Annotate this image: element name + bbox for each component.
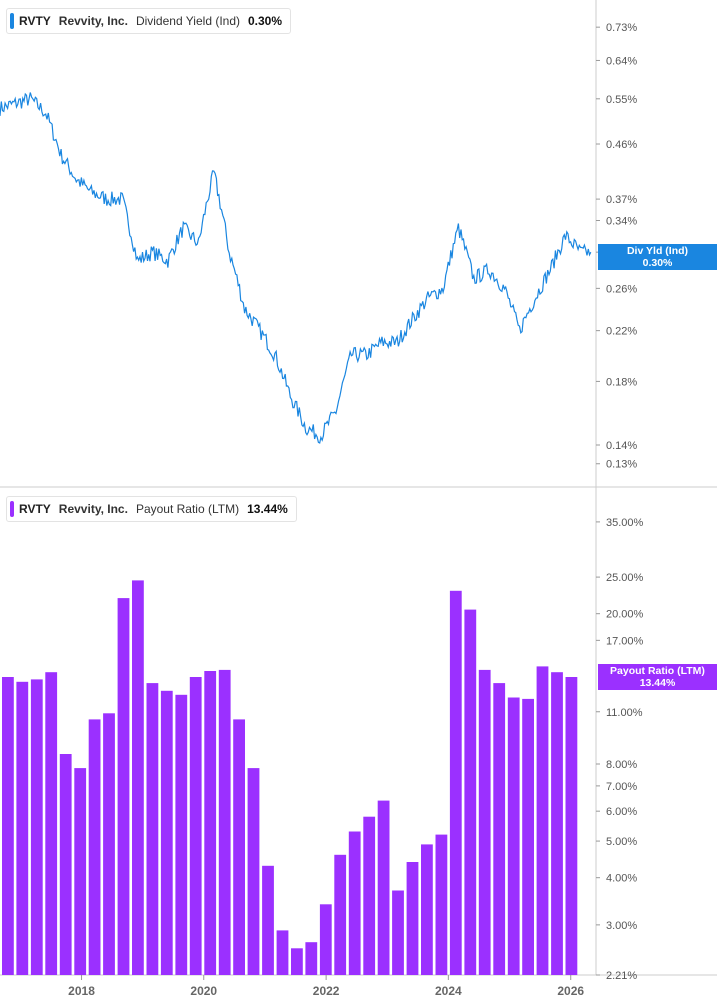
payout-bar bbox=[262, 865, 274, 975]
payout-bar bbox=[16, 681, 29, 975]
payout-bar bbox=[536, 666, 549, 975]
top-legend-value: 0.30% bbox=[248, 14, 283, 28]
yield-tick-label: 0.46% bbox=[606, 139, 637, 151]
payout-bar bbox=[175, 694, 188, 975]
yield-tick-label: 0.73% bbox=[606, 22, 637, 34]
bottom-legend-company: Revvity, Inc. bbox=[58, 502, 128, 516]
payout-bar bbox=[132, 580, 144, 975]
x-tick-label: 2026 bbox=[557, 984, 584, 998]
payout-bar bbox=[189, 677, 202, 975]
payout-bar bbox=[276, 930, 289, 975]
payout-bar bbox=[464, 609, 477, 975]
payout-tick-label: 5.00% bbox=[606, 836, 637, 848]
payout-bar bbox=[493, 683, 506, 975]
payout-bar bbox=[377, 800, 390, 975]
payout-tick-label: 3.00% bbox=[606, 920, 637, 932]
payout-tick-label: 17.00% bbox=[606, 635, 644, 647]
payout-tick-label: 25.00% bbox=[606, 572, 644, 584]
payout-bar bbox=[247, 768, 260, 975]
payout-tick-label: 35.00% bbox=[606, 517, 644, 529]
payout-bar bbox=[334, 854, 347, 975]
payout-tick-label: 6.00% bbox=[606, 806, 637, 818]
payout-bar bbox=[88, 719, 101, 975]
payout-value-tag: Payout Ratio (LTM) 13.44% bbox=[598, 664, 717, 690]
payout-tick-label: 7.00% bbox=[606, 781, 637, 793]
yield-tick-label: 0.18% bbox=[606, 376, 637, 388]
yield-line bbox=[0, 92, 592, 444]
x-tick-label: 2022 bbox=[313, 984, 340, 998]
yield-tick-label: 0.13% bbox=[606, 459, 637, 471]
yield-tick-label: 0.37% bbox=[606, 194, 637, 206]
payout-tick-label: 11.00% bbox=[606, 707, 643, 719]
top-legend-company: Revvity, Inc. bbox=[58, 14, 128, 28]
payout-bar bbox=[59, 754, 72, 975]
x-tick-label: 2024 bbox=[435, 984, 462, 998]
payout-bar bbox=[45, 672, 58, 975]
payout-tick-label: 4.00% bbox=[606, 873, 637, 885]
payout-bar bbox=[204, 671, 217, 975]
bottom-legend-ticker: RVTY bbox=[19, 502, 51, 516]
yield-tick-label: 0.64% bbox=[606, 55, 637, 67]
bottom-legend-value: 13.44% bbox=[247, 502, 288, 516]
x-tick-label: 2020 bbox=[190, 984, 217, 998]
payout-bar bbox=[319, 904, 332, 975]
yield-tick-label: 0.22% bbox=[606, 326, 637, 338]
bottom-legend-metric: Payout Ratio (LTM) bbox=[135, 502, 240, 516]
payout-bar bbox=[449, 590, 462, 975]
payout-tick-label: 2.21% bbox=[606, 970, 637, 982]
yield-tag-value: 0.30% bbox=[642, 257, 673, 269]
payout-tick-label: 20.00% bbox=[606, 609, 644, 621]
top-legend-metric: Dividend Yield (Ind) bbox=[135, 14, 240, 28]
payout-bar bbox=[435, 834, 448, 975]
payout-bar bbox=[74, 768, 87, 975]
yield-tick-label: 0.14% bbox=[606, 440, 637, 452]
yield-tick-label: 0.55% bbox=[606, 94, 637, 106]
yield-tick-label: 0.34% bbox=[606, 215, 637, 227]
payout-tag-label: Payout Ratio (LTM) bbox=[610, 665, 705, 677]
bottom-legend: RVTY Revvity, Inc. Payout Ratio (LTM) 13… bbox=[6, 496, 297, 522]
payout-bar bbox=[478, 669, 491, 975]
payout-bar bbox=[233, 719, 245, 975]
yield-value-tag: Div Yld (Ind) 0.30% bbox=[598, 244, 717, 270]
payout-bar bbox=[146, 683, 159, 975]
payout-bar bbox=[421, 844, 433, 975]
payout-swatch bbox=[10, 501, 14, 517]
payout-tag-value: 13.44% bbox=[639, 677, 676, 689]
payout-bar bbox=[565, 677, 578, 975]
payout-bar bbox=[291, 948, 303, 975]
payout-bar bbox=[117, 598, 130, 975]
payout-bar bbox=[392, 890, 404, 975]
payout-bar bbox=[2, 677, 14, 975]
payout-tick-label: 8.00% bbox=[606, 759, 637, 771]
payout-bar bbox=[507, 697, 520, 975]
payout-bar bbox=[551, 672, 563, 975]
payout-bar bbox=[406, 862, 419, 975]
payout-bar bbox=[363, 816, 376, 975]
payout-bar bbox=[103, 713, 115, 975]
top-legend-ticker: RVTY bbox=[19, 14, 51, 28]
yield-swatch bbox=[10, 13, 14, 29]
yield-tick-label: 0.26% bbox=[606, 283, 637, 295]
x-tick-label: 2018 bbox=[68, 984, 95, 998]
payout-bar bbox=[522, 698, 534, 975]
payout-bar bbox=[160, 690, 173, 975]
payout-bar bbox=[305, 942, 318, 975]
payout-bar bbox=[348, 831, 361, 975]
payout-bar bbox=[30, 679, 43, 975]
top-legend: RVTY Revvity, Inc. Dividend Yield (Ind) … bbox=[6, 8, 292, 34]
yield-tag-label: Div Yld (Ind) bbox=[626, 245, 689, 257]
payout-bar bbox=[218, 669, 231, 975]
